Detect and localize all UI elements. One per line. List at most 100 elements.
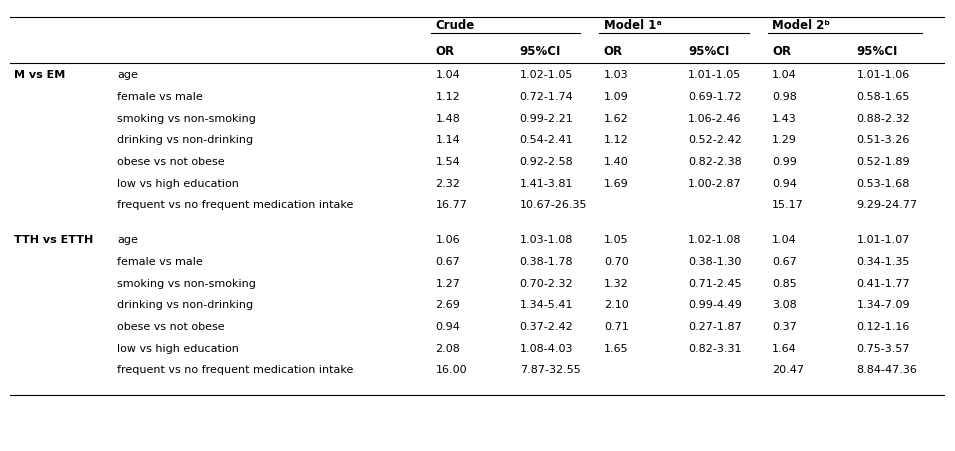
Text: 1.06: 1.06 [435, 235, 460, 244]
Text: 1.14: 1.14 [435, 135, 460, 145]
Text: 0.53-1.68: 0.53-1.68 [857, 178, 910, 189]
Text: 15.17: 15.17 [773, 200, 804, 210]
Text: 0.37-2.42: 0.37-2.42 [520, 321, 573, 331]
Text: 95%CI: 95%CI [520, 45, 561, 58]
Text: Model 2ᵇ: Model 2ᵇ [773, 19, 830, 32]
Text: Crude: Crude [435, 19, 475, 32]
Text: low vs high education: low vs high education [117, 343, 239, 353]
Text: 0.58-1.65: 0.58-1.65 [857, 92, 910, 102]
Text: 1.40: 1.40 [604, 157, 628, 167]
Text: 16.77: 16.77 [435, 200, 467, 210]
Text: 1.12: 1.12 [604, 135, 628, 145]
Text: 1.08-4.03: 1.08-4.03 [520, 343, 573, 353]
Text: 1.01-1.06: 1.01-1.06 [857, 70, 910, 80]
Text: 1.02-1.08: 1.02-1.08 [688, 235, 742, 244]
Text: 0.94: 0.94 [773, 178, 797, 189]
Text: 0.41-1.77: 0.41-1.77 [857, 278, 910, 288]
Text: 0.52-1.89: 0.52-1.89 [857, 157, 910, 167]
Text: 2.69: 2.69 [435, 299, 460, 309]
Text: 0.70: 0.70 [604, 256, 628, 266]
Text: smoking vs non-smoking: smoking vs non-smoking [117, 114, 256, 124]
Text: 1.05: 1.05 [604, 235, 628, 244]
Text: female vs male: female vs male [117, 256, 202, 266]
Text: 1.03-1.08: 1.03-1.08 [520, 235, 573, 244]
Text: 0.69-1.72: 0.69-1.72 [688, 92, 742, 102]
Text: 16.00: 16.00 [435, 364, 467, 374]
Text: 1.43: 1.43 [773, 114, 797, 124]
Text: 1.34-5.41: 1.34-5.41 [520, 299, 573, 309]
Text: 0.52-2.42: 0.52-2.42 [688, 135, 742, 145]
Text: 0.94: 0.94 [435, 321, 460, 331]
Text: frequent vs no frequent medication intake: frequent vs no frequent medication intak… [117, 200, 353, 210]
Text: 0.99: 0.99 [773, 157, 797, 167]
Text: 1.54: 1.54 [435, 157, 460, 167]
Text: 1.34-7.09: 1.34-7.09 [857, 299, 910, 309]
Text: female vs male: female vs male [117, 92, 202, 102]
Text: 0.54-2.41: 0.54-2.41 [520, 135, 573, 145]
Text: 0.82-2.38: 0.82-2.38 [688, 157, 742, 167]
Text: 1.12: 1.12 [435, 92, 460, 102]
Text: 20.47: 20.47 [773, 364, 804, 374]
Text: 0.72-1.74: 0.72-1.74 [520, 92, 573, 102]
Text: 9.29-24.77: 9.29-24.77 [857, 200, 918, 210]
Text: 0.92-2.58: 0.92-2.58 [520, 157, 573, 167]
Text: 8.84-47.36: 8.84-47.36 [857, 364, 918, 374]
Text: 95%CI: 95%CI [857, 45, 898, 58]
Text: 1.32: 1.32 [604, 278, 628, 288]
Text: smoking vs non-smoking: smoking vs non-smoking [117, 278, 256, 288]
Text: age: age [117, 235, 138, 244]
Text: 0.71: 0.71 [604, 321, 628, 331]
Text: OR: OR [773, 45, 792, 58]
Text: 1.27: 1.27 [435, 278, 460, 288]
Text: 0.38-1.78: 0.38-1.78 [520, 256, 573, 266]
Text: 1.29: 1.29 [773, 135, 797, 145]
Text: 1.00-2.87: 1.00-2.87 [688, 178, 742, 189]
Text: 0.27-1.87: 0.27-1.87 [688, 321, 742, 331]
Text: 1.48: 1.48 [435, 114, 460, 124]
Text: 95%CI: 95%CI [688, 45, 730, 58]
Text: 1.06-2.46: 1.06-2.46 [688, 114, 742, 124]
Text: 0.38-1.30: 0.38-1.30 [688, 256, 741, 266]
Text: 0.51-3.26: 0.51-3.26 [857, 135, 910, 145]
Text: 2.10: 2.10 [604, 299, 628, 309]
Text: 1.04: 1.04 [435, 70, 460, 80]
Text: 2.32: 2.32 [435, 178, 460, 189]
Text: 0.88-2.32: 0.88-2.32 [857, 114, 910, 124]
Text: 0.37: 0.37 [773, 321, 797, 331]
Text: 1.64: 1.64 [773, 343, 797, 353]
Text: 0.98: 0.98 [773, 92, 797, 102]
Text: 10.67-26.35: 10.67-26.35 [520, 200, 587, 210]
Text: 3.08: 3.08 [773, 299, 797, 309]
Text: 1.65: 1.65 [604, 343, 628, 353]
Text: drinking vs non-drinking: drinking vs non-drinking [117, 299, 253, 309]
Text: Model 1ᵃ: Model 1ᵃ [604, 19, 662, 32]
Text: obese vs not obese: obese vs not obese [117, 321, 224, 331]
Text: OR: OR [604, 45, 623, 58]
Text: 1.03: 1.03 [604, 70, 628, 80]
Text: 0.67: 0.67 [773, 256, 797, 266]
Text: 1.01-1.07: 1.01-1.07 [857, 235, 910, 244]
Text: 1.02-1.05: 1.02-1.05 [520, 70, 573, 80]
Text: 0.70-2.32: 0.70-2.32 [520, 278, 573, 288]
Text: low vs high education: low vs high education [117, 178, 239, 189]
Text: 0.75-3.57: 0.75-3.57 [857, 343, 910, 353]
Text: drinking vs non-drinking: drinking vs non-drinking [117, 135, 253, 145]
Text: 0.99-2.21: 0.99-2.21 [520, 114, 573, 124]
Text: 1.09: 1.09 [604, 92, 628, 102]
Text: 1.04: 1.04 [773, 70, 797, 80]
Text: 0.99-4.49: 0.99-4.49 [688, 299, 742, 309]
Text: M vs EM: M vs EM [14, 70, 66, 80]
Text: 0.67: 0.67 [435, 256, 460, 266]
Text: 0.34-1.35: 0.34-1.35 [857, 256, 910, 266]
Text: 0.71-2.45: 0.71-2.45 [688, 278, 742, 288]
Text: TTH vs ETTH: TTH vs ETTH [14, 235, 94, 244]
Text: obese vs not obese: obese vs not obese [117, 157, 224, 167]
Text: 1.04: 1.04 [773, 235, 797, 244]
Text: 2.08: 2.08 [435, 343, 460, 353]
Text: 1.69: 1.69 [604, 178, 628, 189]
Text: 7.87-32.55: 7.87-32.55 [520, 364, 581, 374]
Text: 1.01-1.05: 1.01-1.05 [688, 70, 741, 80]
Text: 1.41-3.81: 1.41-3.81 [520, 178, 573, 189]
Text: 0.82-3.31: 0.82-3.31 [688, 343, 742, 353]
Text: 0.12-1.16: 0.12-1.16 [857, 321, 910, 331]
